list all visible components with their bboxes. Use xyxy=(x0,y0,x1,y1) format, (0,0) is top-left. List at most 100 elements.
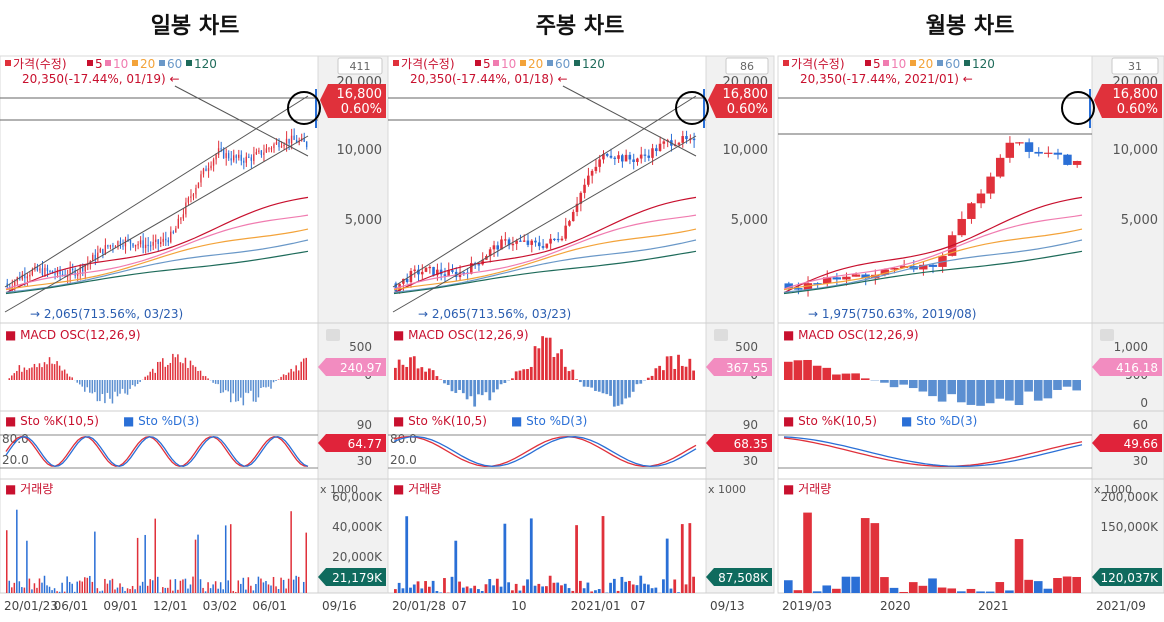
macd-bar xyxy=(89,380,91,393)
candle xyxy=(102,248,104,254)
volume-bar xyxy=(495,578,499,593)
volume-bar xyxy=(297,576,300,593)
count-box xyxy=(1111,57,1159,75)
volume-bar xyxy=(282,579,285,593)
macd-bar xyxy=(247,380,250,394)
candle xyxy=(97,252,99,260)
macd-bar xyxy=(124,380,126,394)
price-badge-value: 16,800 xyxy=(337,87,383,102)
sto-k-line xyxy=(393,436,697,467)
volume-bar xyxy=(111,578,114,593)
macd-bar xyxy=(499,380,503,385)
candle xyxy=(122,245,124,247)
macd-bar xyxy=(947,380,957,395)
candle xyxy=(192,194,195,197)
volume-bar xyxy=(443,578,446,593)
candle xyxy=(492,245,496,250)
volume-bar xyxy=(154,518,156,593)
volume-bar xyxy=(51,590,53,593)
macd-bar xyxy=(631,380,635,392)
macd-bar xyxy=(139,380,141,383)
candle xyxy=(56,269,59,275)
candle xyxy=(69,268,71,276)
volume-bar xyxy=(860,518,870,593)
macd-bar xyxy=(458,380,461,390)
macd-bar xyxy=(635,380,639,385)
x-tick-0: 2019/03 xyxy=(782,599,832,613)
macd-title: ■ MACD OSC(12,26,9) xyxy=(783,328,919,342)
x-tick-4: 03/02 xyxy=(203,599,238,613)
candle xyxy=(394,283,398,292)
candle xyxy=(177,218,179,229)
volume-bar xyxy=(8,580,11,593)
volume-bar xyxy=(164,587,167,593)
candle xyxy=(439,269,443,275)
volume-bar xyxy=(465,586,469,593)
candle xyxy=(598,159,601,167)
legend-ma-5: 5 xyxy=(873,57,881,71)
volume-bar xyxy=(33,583,36,593)
ma-line-60 xyxy=(783,239,1083,293)
volume-bar xyxy=(119,583,121,593)
macd-bar xyxy=(99,380,101,402)
volume-bar xyxy=(232,590,235,593)
macd-bar xyxy=(899,380,908,385)
macd-bar xyxy=(292,371,295,380)
sto-tick-1: 30 xyxy=(1133,454,1148,468)
volume-tick-2: 20,000K xyxy=(332,550,383,564)
macd-bar xyxy=(151,368,154,380)
price-badge-change: 0.60% xyxy=(1117,102,1158,117)
candle xyxy=(14,281,16,287)
macd-bar xyxy=(66,373,68,380)
volume-bar xyxy=(235,591,237,593)
volume-bar xyxy=(870,523,880,593)
macd-bar xyxy=(484,380,488,393)
sto-level-1: 20.0 xyxy=(2,453,29,467)
volume-tick-0: 200,000K xyxy=(1101,490,1160,504)
volume-bar xyxy=(94,531,96,593)
volume-bar xyxy=(189,584,192,593)
chart-panel-1: 86 가격(수정) 5 10 20 60 120 20,350(-17.44%, 01/18)… xyxy=(387,55,775,613)
macd-bar xyxy=(154,372,156,380)
legend-ma-5: 5 xyxy=(483,57,491,71)
candle xyxy=(447,270,450,276)
macd-bar xyxy=(461,380,465,394)
volume-bar xyxy=(101,590,104,593)
volume-bar xyxy=(217,588,219,593)
volume-bar xyxy=(73,591,76,593)
macd-bar xyxy=(409,357,412,380)
sto-d-line xyxy=(783,436,1083,467)
candle xyxy=(175,228,177,233)
macd-bar xyxy=(995,380,1005,399)
candle xyxy=(613,157,617,159)
volume-bar xyxy=(533,585,537,593)
volume-bar xyxy=(851,576,860,593)
legend-swatch-ma120 xyxy=(574,60,580,66)
ma-line-20 xyxy=(783,228,1083,291)
candle xyxy=(230,158,232,161)
volume-bar xyxy=(575,525,578,593)
ma-line-5 xyxy=(393,196,697,294)
macd-bar xyxy=(106,380,109,393)
volume-bar xyxy=(257,576,260,593)
sto-d-line xyxy=(393,436,697,467)
macd-bar xyxy=(18,365,21,380)
macd-bar xyxy=(169,362,172,380)
candle xyxy=(162,238,164,242)
candle xyxy=(39,268,41,271)
macd-bar xyxy=(601,380,605,394)
volume-bar xyxy=(56,591,58,593)
macd-bar xyxy=(1033,380,1043,401)
candle xyxy=(26,276,28,279)
volume-bar xyxy=(214,581,217,593)
candle xyxy=(822,277,832,284)
macd-bar xyxy=(300,361,302,380)
volume-bar xyxy=(68,581,71,593)
volume-bar xyxy=(439,592,443,593)
macd-bar xyxy=(803,359,812,380)
macd-bar xyxy=(784,361,793,380)
candle xyxy=(624,154,628,162)
volume-bar xyxy=(53,588,56,593)
macd-bar xyxy=(860,378,870,380)
volume-bar xyxy=(662,579,665,593)
